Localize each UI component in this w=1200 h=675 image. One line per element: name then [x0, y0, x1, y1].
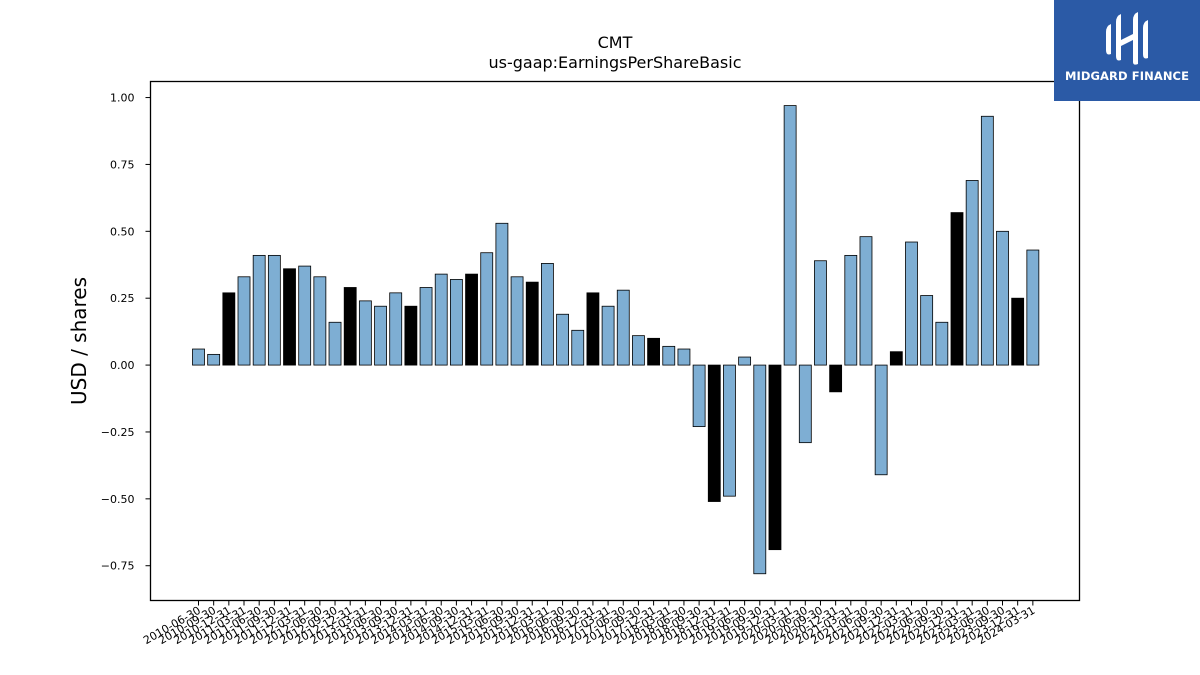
- bar-2016-12-31: [586, 292, 600, 366]
- bar-2015-09-30: [510, 276, 524, 366]
- bar-2017-09-30: [632, 335, 645, 366]
- bar-2016-09-30: [571, 329, 585, 366]
- bar-2012-12-31: [343, 287, 357, 366]
- bar-2021-12-31: [889, 351, 903, 366]
- bar-2018-09-30: [692, 364, 706, 428]
- bar-2015-06-30: [495, 222, 509, 366]
- bar-2011-06-30: [252, 254, 266, 366]
- brand-logo: MIDGARD FINANCE: [1054, 0, 1200, 101]
- bar-2018-06-30: [677, 348, 691, 366]
- bar-2022-09-30: [935, 321, 949, 366]
- y-tick-label: 0.00: [110, 359, 135, 372]
- bar-2019-03-31: [723, 364, 736, 497]
- bar-2023-03-31: [965, 180, 979, 366]
- bar-2023-09-30: [996, 230, 1009, 366]
- bar-2013-12-31: [404, 305, 418, 366]
- y-tick-label: −0.75: [101, 560, 135, 573]
- bar-2017-03-31: [601, 305, 615, 366]
- bar-2012-03-31: [298, 265, 312, 366]
- chart-title: CMT: [598, 33, 633, 52]
- bar-2023-06-30: [980, 115, 994, 366]
- bar-2010-12-31: [222, 292, 236, 366]
- bar-2020-09-30: [814, 260, 827, 366]
- bar-2024-03-31: [1026, 249, 1040, 366]
- bar-2014-09-30: [449, 279, 463, 366]
- y-tick-label: −0.50: [101, 493, 135, 506]
- bar-2020-06-30: [798, 364, 812, 444]
- bar-2023-12-31: [1011, 297, 1025, 366]
- y-tick-label: 0.50: [110, 225, 135, 238]
- bar-2018-12-31: [707, 364, 721, 502]
- y-tick-label: −0.25: [101, 426, 135, 439]
- bar-2019-12-31: [768, 364, 782, 551]
- bars-layer: [192, 105, 1040, 575]
- bar-2012-06-30: [313, 276, 327, 366]
- bar-2019-09-30: [753, 364, 767, 575]
- y-axis-ticks: −0.75 −0.50 −0.25 0.00 0.25 0.50 0.75 1.00: [101, 92, 151, 573]
- bar-2019-06-30: [738, 356, 752, 366]
- bar-2017-06-30: [616, 289, 630, 366]
- bar-2010-09-30: [207, 353, 221, 366]
- bar-2014-03-31: [419, 287, 433, 366]
- bar-2016-06-30: [556, 313, 569, 366]
- bar-2011-12-31: [283, 268, 296, 366]
- bar-2021-09-30: [874, 364, 888, 476]
- bar-2020-03-31: [783, 105, 797, 366]
- bar-2016-03-31: [541, 263, 554, 366]
- y-tick-label: 0.75: [110, 158, 135, 171]
- y-tick-label: 1.00: [110, 92, 135, 105]
- bar-2022-12-31: [950, 212, 964, 366]
- y-axis-label: USD / shares: [67, 277, 91, 405]
- bar-2011-09-30: [267, 254, 281, 366]
- bar-2015-12-31: [525, 281, 539, 366]
- bar-2021-06-30: [859, 236, 873, 366]
- bar-2022-06-30: [920, 295, 934, 366]
- x-axis-ticks: 2010-06-302010-09-302010-12-312011-03-31…: [141, 600, 1037, 647]
- bar-2021-03-31: [844, 254, 858, 366]
- bar-2022-03-31: [905, 241, 918, 366]
- plot-frame: [149, 80, 1081, 602]
- bar-2012-09-30: [328, 321, 342, 366]
- midgard-finance-logo-icon: [1106, 12, 1148, 65]
- y-tick-label: 0.25: [110, 292, 135, 305]
- bar-2020-12-31: [829, 364, 843, 393]
- bar-2011-03-31: [237, 276, 251, 366]
- bar-2014-12-31: [465, 273, 478, 366]
- bar-2015-03-31: [480, 252, 494, 366]
- bar-2018-03-31: [662, 345, 676, 366]
- chart-subtitle: us-gaap:EarningsPerShareBasic: [488, 53, 741, 72]
- bar-2013-09-30: [389, 292, 403, 366]
- bar-2013-06-30: [374, 305, 387, 366]
- brand-name: MIDGARD FINANCE: [1064, 69, 1190, 83]
- bar-2014-06-30: [434, 273, 448, 366]
- bar-2013-03-31: [358, 300, 372, 366]
- bar-2017-12-31: [647, 337, 660, 366]
- bar-2010-06-30: [192, 348, 205, 366]
